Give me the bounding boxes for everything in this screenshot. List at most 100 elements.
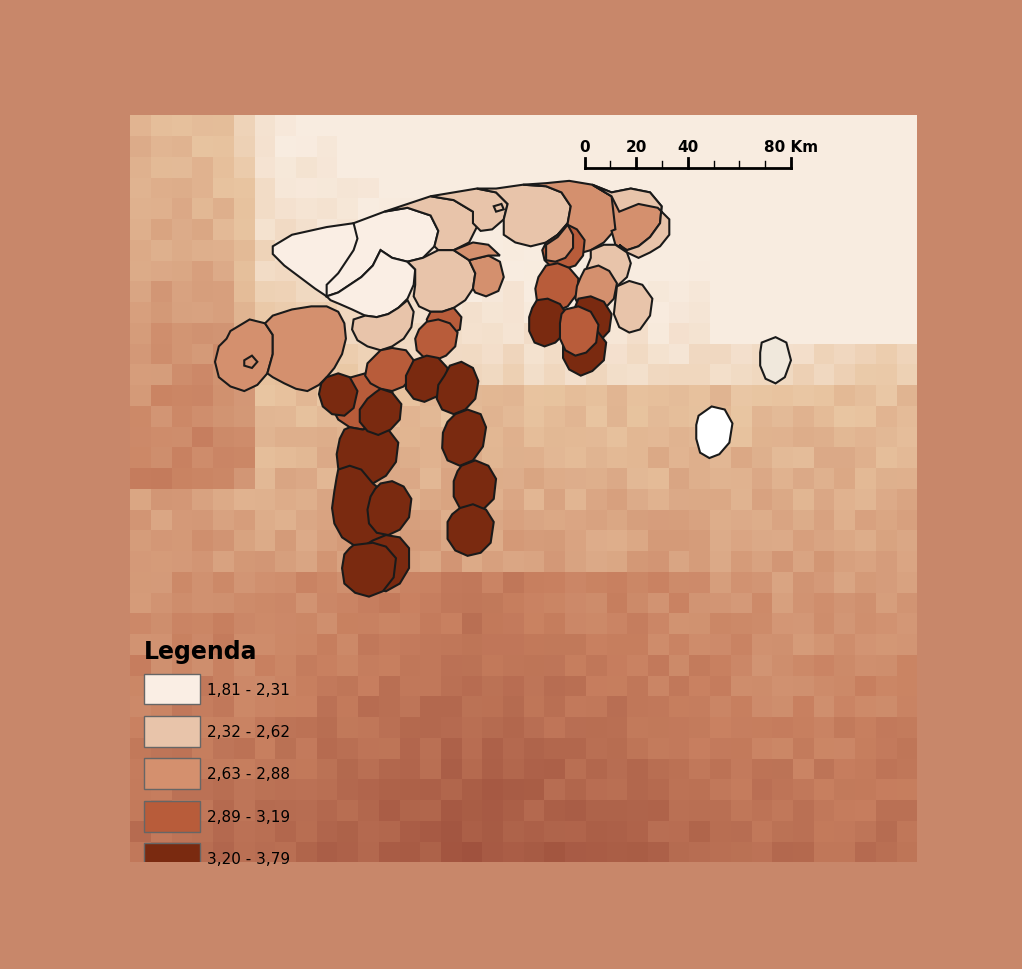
Bar — [296, 613, 318, 636]
Bar — [545, 324, 566, 345]
Bar — [731, 220, 752, 241]
Bar — [214, 427, 235, 449]
Bar — [773, 759, 794, 780]
Bar — [793, 821, 815, 842]
Bar — [524, 240, 546, 263]
Bar — [172, 655, 193, 676]
Polygon shape — [360, 390, 402, 435]
Bar — [855, 738, 877, 760]
Bar — [690, 697, 711, 718]
Bar — [482, 821, 504, 842]
Bar — [855, 324, 877, 345]
Bar — [400, 282, 421, 303]
Bar — [254, 676, 276, 698]
Bar — [462, 842, 483, 863]
Bar — [420, 717, 442, 738]
Bar — [275, 821, 296, 842]
Bar — [503, 759, 524, 780]
Bar — [545, 406, 566, 428]
Bar — [400, 220, 421, 241]
Bar — [814, 759, 835, 780]
Bar — [876, 427, 897, 449]
Bar — [400, 344, 421, 365]
Bar — [172, 551, 193, 573]
Bar — [896, 573, 918, 594]
Bar — [751, 531, 773, 552]
Bar — [379, 324, 401, 345]
Bar — [731, 137, 752, 159]
Bar — [172, 531, 193, 552]
Bar — [545, 551, 566, 573]
Bar — [751, 635, 773, 656]
Bar — [565, 821, 587, 842]
Bar — [607, 697, 629, 718]
Bar — [214, 386, 235, 407]
Polygon shape — [575, 266, 617, 315]
Bar — [524, 573, 546, 594]
Bar — [420, 116, 442, 138]
Bar — [234, 365, 256, 387]
Bar — [751, 386, 773, 407]
Bar — [628, 717, 649, 738]
Bar — [565, 738, 587, 760]
Bar — [751, 779, 773, 801]
Bar — [773, 697, 794, 718]
Bar — [876, 158, 897, 179]
Bar — [462, 365, 483, 387]
Bar — [751, 697, 773, 718]
Bar — [482, 324, 504, 345]
Bar — [317, 178, 338, 200]
Bar — [317, 821, 338, 842]
Bar — [440, 842, 462, 863]
Bar — [751, 676, 773, 698]
Bar — [690, 178, 711, 200]
Bar — [731, 200, 752, 221]
Bar — [668, 220, 690, 241]
Bar — [773, 200, 794, 221]
Bar — [876, 365, 897, 387]
Bar — [400, 821, 421, 842]
Bar — [628, 365, 649, 387]
Bar — [358, 842, 379, 863]
Bar — [731, 593, 752, 614]
Bar — [151, 469, 173, 490]
Bar — [234, 386, 256, 407]
Bar — [793, 137, 815, 159]
Bar — [710, 344, 732, 365]
Bar — [648, 821, 669, 842]
Bar — [214, 200, 235, 221]
Bar — [151, 220, 173, 241]
Bar — [131, 635, 152, 656]
Bar — [192, 635, 214, 656]
Polygon shape — [327, 251, 415, 318]
Bar — [131, 717, 152, 738]
Bar — [440, 531, 462, 552]
Bar — [586, 240, 607, 263]
Bar — [440, 282, 462, 303]
Bar — [400, 427, 421, 449]
Bar — [607, 551, 629, 573]
Bar — [172, 386, 193, 407]
Bar — [586, 635, 607, 656]
Bar — [275, 448, 296, 469]
Bar — [151, 676, 173, 698]
Bar — [317, 717, 338, 738]
Bar — [192, 842, 214, 863]
Bar — [710, 469, 732, 490]
Bar — [440, 137, 462, 159]
Bar — [440, 324, 462, 345]
Bar — [482, 531, 504, 552]
Bar — [814, 842, 835, 863]
Bar — [876, 262, 897, 283]
Bar — [773, 635, 794, 656]
Bar — [751, 427, 773, 449]
Bar — [151, 386, 173, 407]
Bar — [773, 469, 794, 490]
Bar — [172, 344, 193, 365]
Bar — [379, 697, 401, 718]
Bar — [400, 116, 421, 138]
Bar — [337, 282, 359, 303]
Bar — [855, 344, 877, 365]
Bar — [296, 282, 318, 303]
Bar — [296, 717, 318, 738]
